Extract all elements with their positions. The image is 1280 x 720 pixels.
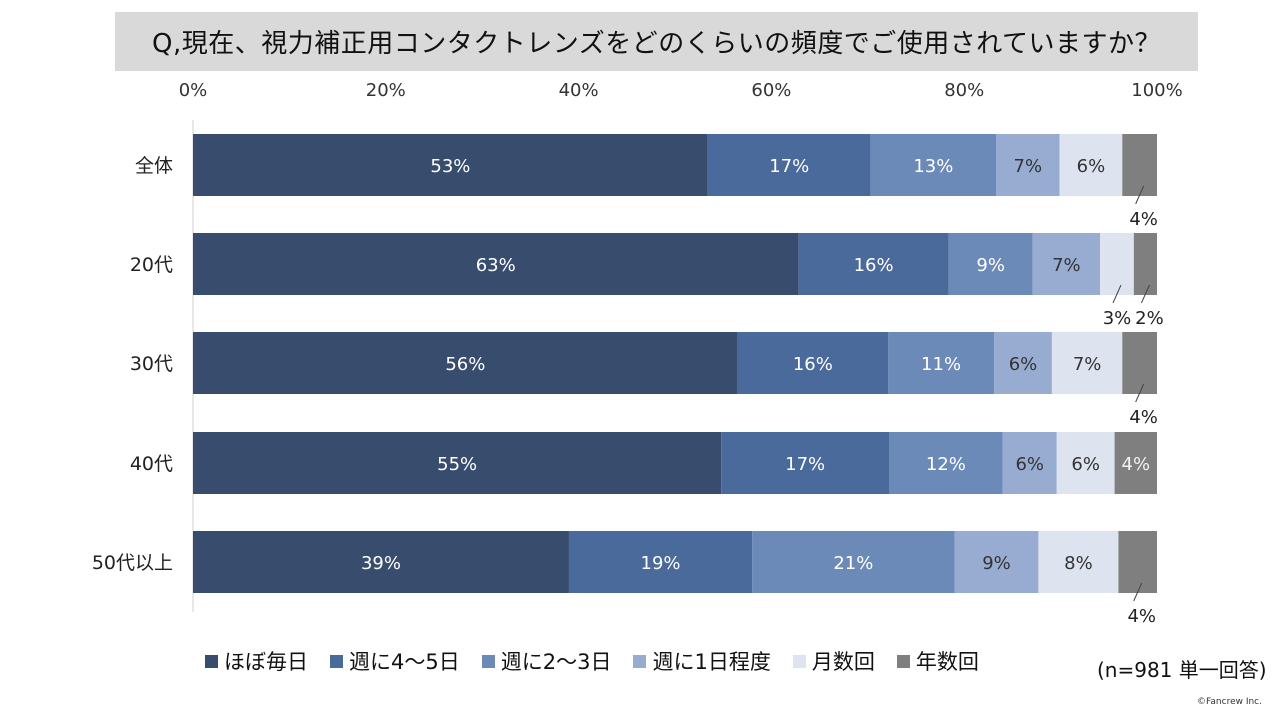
data-label: 6% <box>1009 354 1038 375</box>
legend-item: 月数回 <box>792 646 875 676</box>
leader-line <box>1133 582 1143 602</box>
bar-segment <box>1118 531 1157 593</box>
leader-line <box>1135 185 1145 205</box>
bar-segment <box>193 432 722 494</box>
bar-segment <box>568 531 753 593</box>
data-label: 4% <box>1127 606 1156 627</box>
bar-segment <box>1051 332 1123 394</box>
data-label: 4% <box>1129 209 1158 230</box>
data-label: 12% <box>926 454 966 475</box>
data-label: 4% <box>1129 407 1158 428</box>
data-label: 11% <box>921 354 961 375</box>
bar-segment <box>737 332 889 394</box>
legend: ほぼ毎日 週に4～5日 週に2～3日 週に1日程度 月数回 年数回 <box>205 645 979 677</box>
bar-segment <box>1032 233 1101 295</box>
x-tick-label: 60% <box>751 80 791 101</box>
legend-item: 週に1日程度 <box>633 646 771 676</box>
data-label: 16% <box>793 354 833 375</box>
category-label: 50代以上 <box>92 552 173 574</box>
data-label: 4% <box>1122 454 1151 475</box>
x-tick-label: 100% <box>1131 80 1182 101</box>
legend-swatch <box>205 654 218 668</box>
data-label: 9% <box>976 255 1005 276</box>
x-tick-label: 80% <box>944 80 984 101</box>
data-label: 13% <box>913 156 953 177</box>
bar-segment <box>954 531 1039 593</box>
bar-segment <box>888 332 995 394</box>
legend-item: 年数回 <box>896 646 979 676</box>
legend-label: 週に4～5日 <box>349 650 460 674</box>
data-label: 21% <box>833 553 873 574</box>
bar-segment <box>193 531 569 593</box>
legend-swatch <box>481 654 495 668</box>
data-label: 53% <box>430 156 470 177</box>
data-label: 8% <box>1064 553 1093 574</box>
bar-segment <box>870 134 997 196</box>
data-label: 19% <box>641 553 681 574</box>
bar-segment <box>798 233 949 295</box>
category-label: 全体 <box>135 155 173 177</box>
data-label: 7% <box>1052 255 1081 276</box>
bar-segment <box>193 332 738 394</box>
data-label: 7% <box>1073 354 1102 375</box>
bar-segment <box>1122 134 1157 196</box>
legend-item: 週に2～3日 <box>481 646 612 676</box>
category-label: 30代 <box>130 353 173 375</box>
legend-swatch <box>896 654 910 668</box>
bar-segment <box>1059 134 1123 196</box>
bar-segment <box>948 233 1033 295</box>
bar-segment <box>752 531 955 593</box>
bar-segment <box>1056 432 1115 494</box>
leader-line <box>1140 284 1150 304</box>
sample-note: (n=981 単一回答) <box>1097 658 1267 682</box>
leader-line <box>1112 284 1122 304</box>
category-label: 20代 <box>130 254 173 276</box>
chart-title: Q,現在、視力補正用コンタクトレンズをどのくらいの頻度でご使用されていますか？ <box>115 12 1198 71</box>
bar-segment <box>889 432 1003 494</box>
legend-swatch <box>330 654 343 668</box>
bar-segment <box>996 134 1060 196</box>
data-label: 56% <box>445 354 485 375</box>
legend-item: ほぼ毎日 <box>205 646 308 676</box>
data-label: 63% <box>476 255 516 276</box>
data-label: 9% <box>982 553 1011 574</box>
legend-label: 年数回 <box>915 650 979 674</box>
data-label: 2% <box>1135 308 1164 329</box>
legend-item: 週に4～5日 <box>330 646 460 676</box>
data-label: 39% <box>361 553 401 574</box>
x-tick-label: 0% <box>179 80 208 101</box>
bar-segment <box>1038 531 1119 593</box>
bar-segment <box>1133 233 1157 295</box>
legend-label: 月数回 <box>811 650 875 674</box>
bar-segment <box>707 134 871 196</box>
data-label: 17% <box>769 156 809 177</box>
data-label: 6% <box>1015 454 1044 475</box>
legend-label: 週に2～3日 <box>500 650 612 674</box>
data-label: 6% <box>1071 454 1100 475</box>
data-label: 6% <box>1077 156 1106 177</box>
bar-segment <box>193 233 799 295</box>
leader-line <box>1135 383 1145 403</box>
data-label: 17% <box>785 454 825 475</box>
legend-label: 週に1日程度 <box>652 650 771 674</box>
data-label: 55% <box>437 454 477 475</box>
bar-segment <box>1114 432 1157 494</box>
bar-segment <box>721 432 890 494</box>
legend-swatch <box>633 654 647 668</box>
bar-segment <box>994 332 1052 394</box>
data-label: 7% <box>1014 156 1043 177</box>
bar-segment <box>1100 233 1134 295</box>
x-tick-label: 40% <box>559 80 599 101</box>
category-label: 40代 <box>130 453 173 475</box>
legend-swatch <box>792 654 806 668</box>
data-label: 16% <box>854 255 894 276</box>
bar-segment <box>1122 332 1157 394</box>
data-label: 3% <box>1103 308 1132 329</box>
x-tick-label: 20% <box>366 80 406 101</box>
bar-segment <box>1002 432 1057 494</box>
bar-segment <box>193 134 708 196</box>
copyright: ©Fancrew Inc. <box>1197 697 1262 707</box>
legend-label: ほぼ毎日 <box>224 650 308 674</box>
